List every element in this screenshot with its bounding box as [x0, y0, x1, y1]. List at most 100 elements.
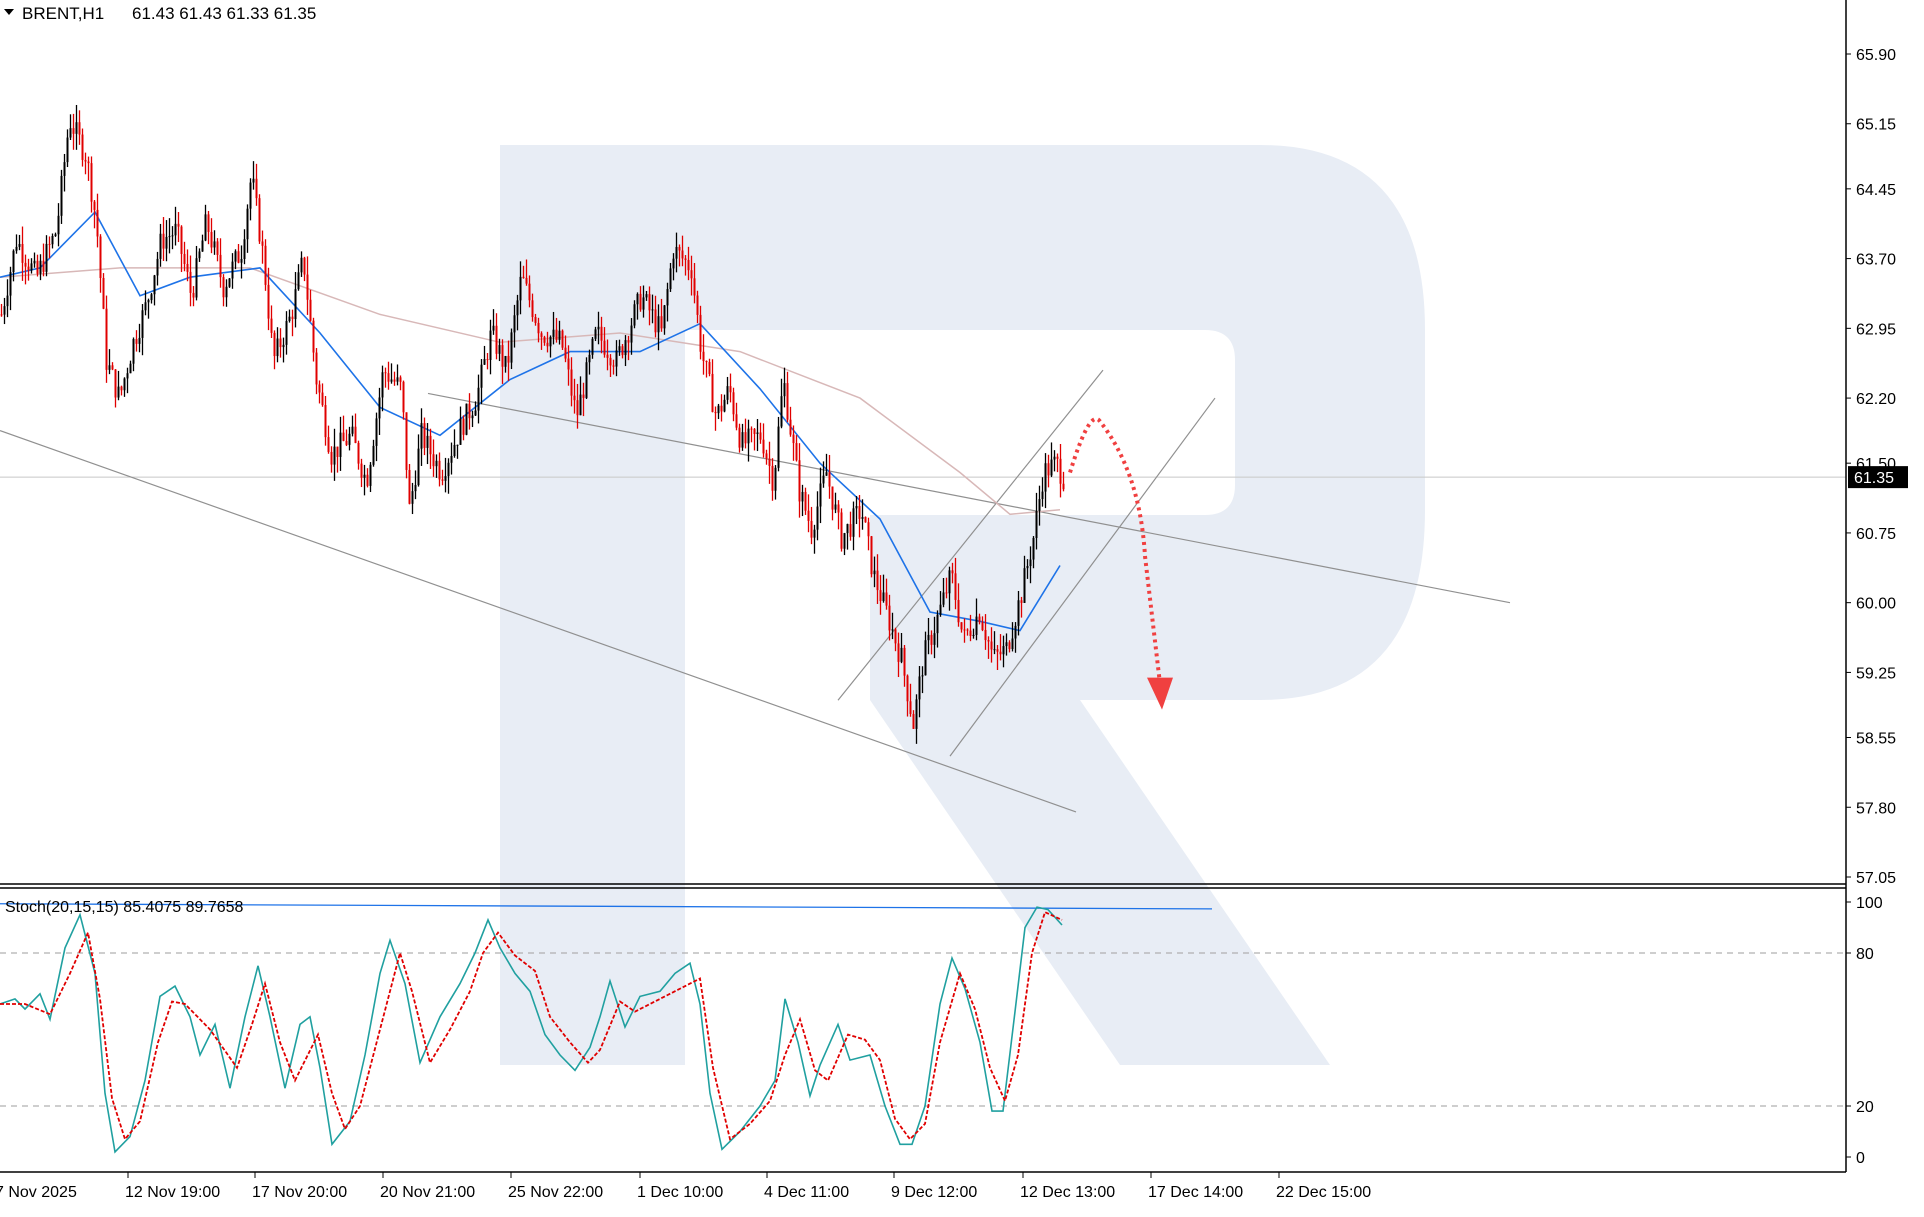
candle-body	[30, 263, 33, 271]
candle-body	[66, 137, 69, 163]
candle-body	[807, 510, 810, 521]
candle-body	[336, 446, 339, 457]
candle-body	[438, 460, 441, 480]
candle-body	[552, 329, 555, 337]
candle-body	[156, 258, 159, 276]
candle-body	[315, 352, 318, 385]
candle-body	[885, 592, 888, 606]
price-tick-label: 63.70	[1856, 252, 1896, 269]
candle-body	[1041, 491, 1044, 500]
candle-body	[165, 236, 168, 249]
candle-body	[642, 297, 645, 310]
candle-body	[306, 274, 309, 300]
candle-body	[372, 445, 375, 465]
candle-body	[1044, 463, 1047, 492]
candle-body	[693, 278, 696, 296]
candle-body	[120, 386, 123, 391]
candle-body	[816, 506, 819, 530]
ohlc-readout: 61.43 61.43 61.33 61.35	[132, 4, 316, 23]
candle-body	[36, 260, 39, 274]
candle-body	[786, 383, 789, 420]
time-tick-label: 20 Nov 21:00	[380, 1184, 475, 1201]
candle-body	[3, 306, 6, 315]
candle-body	[891, 629, 894, 631]
candle-body	[930, 634, 933, 645]
candle-body	[987, 640, 990, 642]
ma-fast-line	[0, 210, 1061, 632]
candle-body	[519, 276, 522, 301]
candle-body	[666, 289, 669, 306]
candle-body	[546, 342, 549, 347]
candle-body	[81, 134, 84, 160]
candle-body	[633, 304, 636, 326]
candle-body	[387, 373, 390, 382]
candle-body	[18, 243, 21, 247]
candle-body	[729, 386, 732, 393]
candle-body	[705, 361, 708, 363]
candle-body	[1014, 625, 1017, 639]
candle-body	[741, 432, 744, 448]
candle-body	[168, 236, 171, 238]
candle-body	[1026, 566, 1029, 569]
candle-body	[738, 427, 741, 448]
candle-body	[828, 472, 831, 487]
candle-body	[15, 246, 18, 251]
candle-body	[909, 701, 912, 714]
candle-body	[993, 649, 996, 651]
candle-body	[945, 592, 948, 594]
candle-body	[591, 338, 594, 355]
trendline-rising-upper[interactable]	[837, 369, 1104, 701]
candle-body	[624, 340, 627, 356]
stoch-trendline[interactable]	[0, 903, 1213, 910]
candle-body	[936, 614, 939, 634]
candle-body	[153, 275, 156, 295]
candle-body	[870, 536, 873, 575]
candle-body	[510, 332, 513, 363]
candle-body	[381, 372, 384, 398]
candle-body	[576, 400, 579, 416]
candle-body	[492, 325, 495, 331]
trendline-channel-lower[interactable]	[0, 430, 1077, 813]
candle-body	[804, 491, 807, 511]
candle-body	[603, 340, 606, 355]
candle-body	[756, 432, 759, 435]
candle-body	[12, 250, 15, 273]
candle-body	[906, 675, 909, 702]
candle-body	[123, 378, 126, 391]
candle-body	[72, 128, 75, 134]
candle-body	[456, 444, 459, 446]
candle-body	[441, 479, 444, 481]
candle-body	[192, 292, 195, 298]
candle-body	[27, 266, 30, 271]
candle-body	[429, 435, 432, 455]
price-tick-label: 57.80	[1856, 800, 1896, 817]
candle-body	[528, 283, 531, 301]
candle-body	[87, 161, 90, 164]
candle-body	[102, 277, 105, 309]
candle-body	[834, 504, 837, 510]
time-tick-label: 17 Nov 20:00	[252, 1184, 347, 1201]
candle-body	[615, 350, 618, 367]
candle-body	[669, 268, 672, 290]
trendline-channel-upper[interactable]	[427, 392, 1511, 604]
candle-body	[951, 570, 954, 574]
candle-body	[999, 651, 1002, 655]
candle-body	[402, 381, 405, 413]
time-tick-label: 9 Dec 12:00	[891, 1184, 977, 1201]
candle-body	[105, 308, 108, 370]
candle-body	[924, 640, 927, 676]
candle-body	[864, 516, 867, 523]
candle-body	[99, 236, 102, 278]
candle-body	[855, 506, 858, 509]
candle-body	[495, 325, 498, 354]
collapse-triangle-icon[interactable]	[4, 9, 14, 15]
candle-body	[474, 410, 477, 416]
price-tick-label: 65.90	[1856, 47, 1896, 64]
candle-body	[918, 676, 921, 700]
trendline-rising-lower[interactable]	[949, 397, 1216, 757]
candle-body	[291, 316, 294, 320]
candle-body	[798, 460, 801, 502]
candle-body	[459, 418, 462, 445]
candle-body	[762, 439, 765, 454]
